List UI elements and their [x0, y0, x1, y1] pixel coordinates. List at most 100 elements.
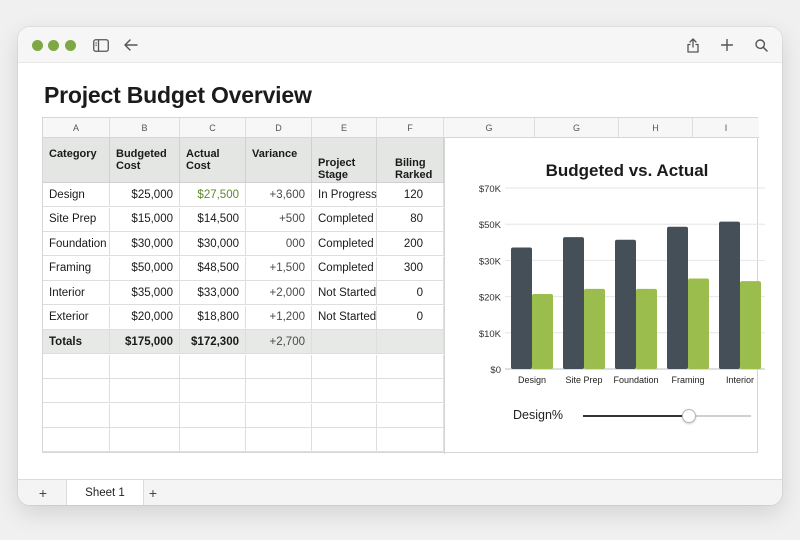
sheet-tab[interactable]: Sheet 1 [66, 480, 144, 505]
table-cell-variance[interactable]: +2,000 [246, 281, 312, 305]
table-cell-variance[interactable]: +1,200 [246, 305, 312, 330]
table-cell-category[interactable]: Site Prep [43, 207, 110, 232]
empty-cell[interactable] [110, 428, 180, 452]
table-cell-budgeted[interactable]: $35,000 [110, 281, 180, 305]
add-sheet-button[interactable]: + [148, 485, 158, 501]
column-header[interactable]: D [246, 118, 312, 138]
table-cell-variance[interactable]: +1,500 [246, 256, 312, 281]
empty-cell[interactable] [377, 379, 444, 403]
table-cell-variance[interactable]: 000 [246, 232, 312, 256]
column-header[interactable]: B [110, 118, 180, 138]
bar-budgeted-design[interactable] [511, 247, 532, 369]
table-cell-variance[interactable]: +3,600 [246, 183, 312, 207]
bar-actual-interior[interactable] [740, 281, 761, 369]
back-arrow-icon[interactable] [120, 35, 142, 55]
empty-cell[interactable] [246, 403, 312, 428]
table-cell-budgeted[interactable]: $25,000 [110, 183, 180, 207]
table-cell-actual[interactable]: $48,500 [180, 256, 246, 281]
bar-actual-site-prep[interactable] [584, 288, 605, 369]
empty-cell[interactable] [377, 354, 444, 379]
bar-actual-framing[interactable] [688, 278, 709, 370]
column-header[interactable]: E [312, 118, 377, 138]
empty-cell[interactable] [43, 428, 110, 452]
column-header[interactable]: G [535, 118, 619, 138]
totals-cell-actual[interactable]: $172,300 [180, 330, 246, 354]
empty-cell[interactable] [312, 354, 377, 379]
column-header[interactable]: G [444, 118, 535, 138]
table-cell-budgeted[interactable]: $50,000 [110, 256, 180, 281]
empty-cell[interactable] [312, 379, 377, 403]
empty-cell[interactable] [246, 428, 312, 452]
header-cell-stage[interactable]: Project Stage [312, 138, 377, 183]
bar-budgeted-foundation[interactable] [615, 239, 636, 369]
table-cell-category[interactable]: Exterior [43, 305, 110, 330]
table-cell-category[interactable]: Design [43, 183, 110, 207]
column-header[interactable]: A [43, 118, 110, 138]
empty-cell[interactable] [43, 379, 110, 403]
table-cell-budgeted[interactable]: $30,000 [110, 232, 180, 256]
table-cell-stage[interactable]: Not Started [312, 281, 377, 305]
empty-cell[interactable] [377, 428, 444, 452]
bar-budgeted-framing[interactable] [667, 226, 688, 369]
empty-cell[interactable] [312, 428, 377, 452]
bar-budgeted-site-prep[interactable] [563, 237, 584, 369]
empty-cell[interactable] [312, 403, 377, 428]
column-header[interactable]: I [693, 118, 759, 138]
header-cell-variance[interactable]: Variance [246, 138, 312, 183]
bar-actual-foundation[interactable] [636, 288, 657, 369]
empty-cell[interactable] [246, 354, 312, 379]
table-cell-billing[interactable]: 300 [377, 256, 444, 281]
table-cell-actual[interactable]: $33,000 [180, 281, 246, 305]
slider-thumb[interactable] [681, 409, 696, 423]
design-percent-slider[interactable] [583, 409, 751, 423]
table-cell-actual[interactable]: $27,500 [180, 183, 246, 207]
empty-cell[interactable] [180, 428, 246, 452]
header-cell-budgeted[interactable]: Budgeted Cost [110, 138, 180, 183]
empty-cell[interactable] [110, 354, 180, 379]
totals-cell-label[interactable]: Totals [43, 330, 110, 354]
column-header[interactable]: C [180, 118, 246, 138]
table-cell-budgeted[interactable]: $20,000 [110, 305, 180, 330]
totals-cell-budgeted[interactable]: $175,000 [110, 330, 180, 354]
header-cell-actual[interactable]: Actual Cost [180, 138, 246, 183]
header-cell-billing[interactable]: Biling Rarked [377, 138, 444, 183]
table-cell-stage[interactable]: Not Started [312, 305, 377, 330]
empty-cell[interactable] [180, 403, 246, 428]
window-control-dot[interactable] [65, 40, 76, 51]
totals-cell-empty[interactable] [377, 330, 444, 354]
table-cell-billing[interactable]: 0 [377, 281, 444, 305]
add-icon[interactable] [716, 35, 738, 55]
table-cell-actual[interactable]: $14,500 [180, 207, 246, 232]
empty-cell[interactable] [180, 379, 246, 403]
search-icon[interactable] [750, 35, 772, 55]
column-header[interactable]: H [619, 118, 693, 138]
table-cell-stage[interactable]: Completed [312, 207, 377, 232]
window-control-dot[interactable] [32, 40, 43, 51]
totals-cell-empty[interactable] [312, 330, 377, 354]
empty-cell[interactable] [43, 354, 110, 379]
totals-cell-variance[interactable]: +2,700 [246, 330, 312, 354]
table-cell-category[interactable]: Framing [43, 256, 110, 281]
table-cell-stage[interactable]: Completed [312, 232, 377, 256]
table-cell-billing[interactable]: 120 [377, 183, 444, 207]
bar-budgeted-interior[interactable] [719, 221, 740, 369]
add-sheet-button[interactable]: + [38, 485, 48, 501]
empty-cell[interactable] [246, 379, 312, 403]
table-cell-actual[interactable]: $30,000 [180, 232, 246, 256]
table-cell-budgeted[interactable]: $15,000 [110, 207, 180, 232]
table-cell-billing[interactable]: 80 [377, 207, 444, 232]
bar-actual-design[interactable] [532, 294, 553, 369]
empty-cell[interactable] [377, 403, 444, 428]
header-cell-category[interactable]: Category [43, 138, 110, 183]
empty-cell[interactable] [110, 403, 180, 428]
table-cell-variance[interactable]: +500 [246, 207, 312, 232]
table-cell-billing[interactable]: 200 [377, 232, 444, 256]
empty-cell[interactable] [180, 354, 246, 379]
column-header[interactable]: F [377, 118, 444, 138]
table-cell-category[interactable]: Foundation [43, 232, 110, 256]
empty-cell[interactable] [43, 403, 110, 428]
table-cell-actual[interactable]: $18,800 [180, 305, 246, 330]
sidebar-toggle-icon[interactable] [90, 35, 112, 55]
share-icon[interactable] [682, 35, 704, 55]
table-cell-category[interactable]: Interior [43, 281, 110, 305]
